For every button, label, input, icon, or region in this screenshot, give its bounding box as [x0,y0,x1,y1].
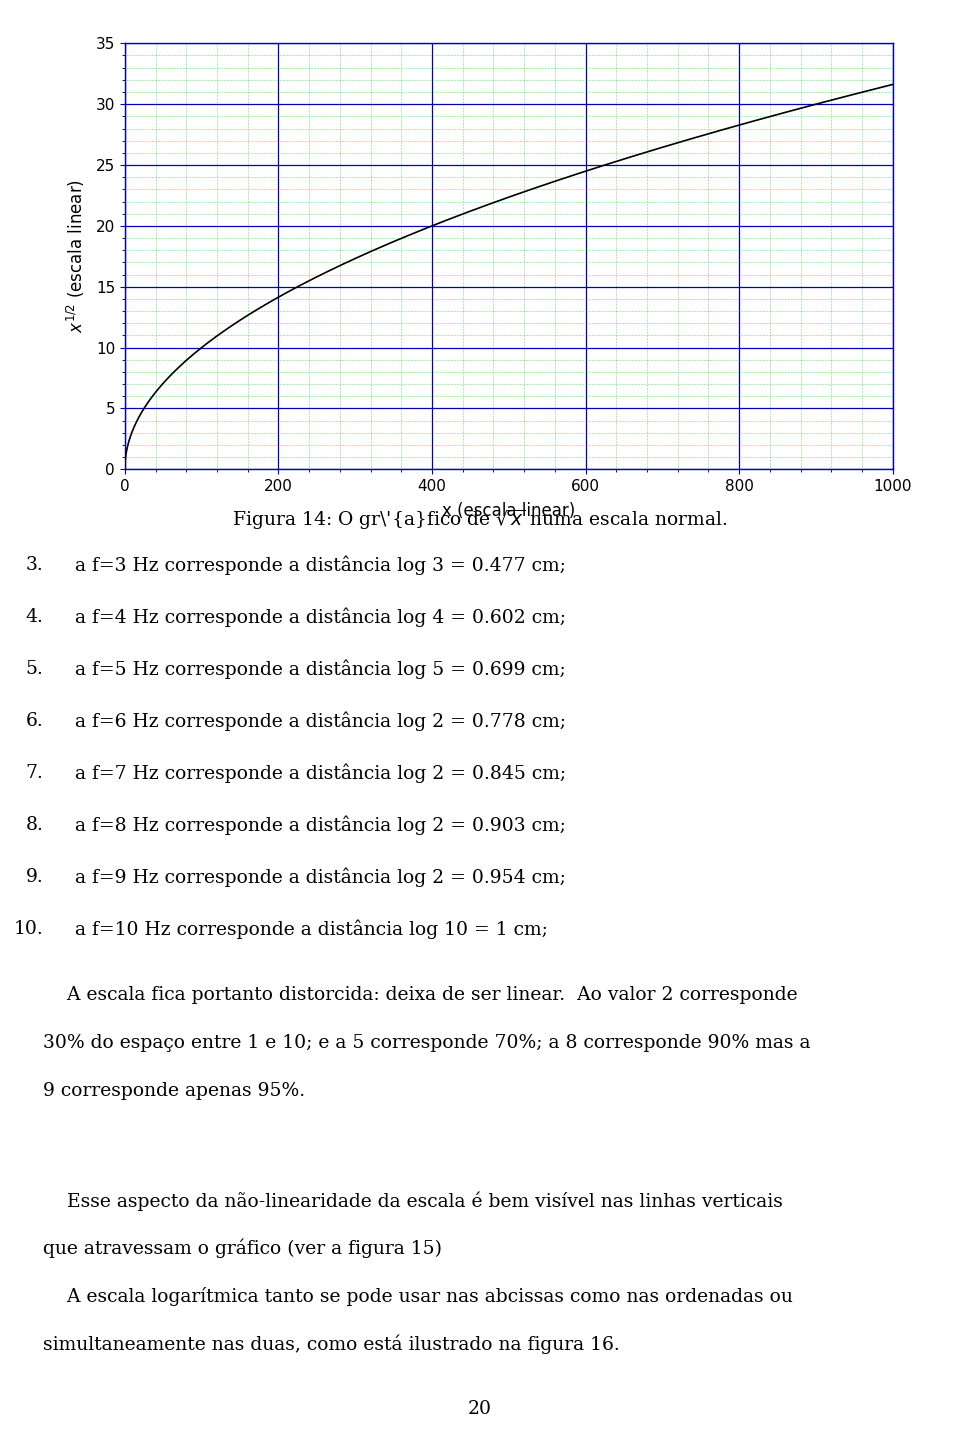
Text: 9.: 9. [26,868,43,885]
Text: Figura 14: O gr\'{a}fico de $\sqrt{x}$ numa escala normal.: Figura 14: O gr\'{a}fico de $\sqrt{x}$ n… [232,508,728,533]
Text: Esse aspecto da não-linearidade da escala é bem visível nas linhas verticais: Esse aspecto da não-linearidade da escal… [43,1191,783,1210]
Text: a f=3 Hz corresponde a distância log 3 = 0.477 cm;: a f=3 Hz corresponde a distância log 3 =… [75,556,565,576]
Text: 30% do espaço entre 1 e 10; e a 5 corresponde 70%; a 8 corresponde 90% mas a: 30% do espaço entre 1 e 10; e a 5 corres… [43,1034,810,1053]
Y-axis label: $x^{1/2}$ (escala linear): $x^{1/2}$ (escala linear) [65,179,87,334]
Text: 7.: 7. [25,764,43,781]
Text: A escala logarítmica tanto se pode usar nas abcissas como nas ordenadas ou: A escala logarítmica tanto se pode usar … [43,1287,793,1305]
Text: a f=10 Hz corresponde a distância log 10 = 1 cm;: a f=10 Hz corresponde a distância log 10… [75,920,548,940]
Text: a f=5 Hz corresponde a distância log 5 = 0.699 cm;: a f=5 Hz corresponde a distância log 5 =… [75,660,565,680]
Text: a f=8 Hz corresponde a distância log 2 = 0.903 cm;: a f=8 Hz corresponde a distância log 2 =… [75,816,565,836]
Text: a f=4 Hz corresponde a distância log 4 = 0.602 cm;: a f=4 Hz corresponde a distância log 4 =… [75,608,565,628]
Text: A escala fica portanto distorcida: deixa de ser linear.  Ao valor 2 corresponde: A escala fica portanto distorcida: deixa… [43,986,798,1004]
Text: simultaneamente nas duas, como está ilustrado na figura 16.: simultaneamente nas duas, como está ilus… [43,1334,620,1354]
Text: a f=6 Hz corresponde a distância log 2 = 0.778 cm;: a f=6 Hz corresponde a distância log 2 =… [75,712,565,732]
Text: 9 corresponde apenas 95%.: 9 corresponde apenas 95%. [43,1082,305,1100]
Text: que atravessam o gráfico (ver a figura 15): que atravessam o gráfico (ver a figura 1… [43,1239,443,1258]
Text: a f=7 Hz corresponde a distância log 2 = 0.845 cm;: a f=7 Hz corresponde a distância log 2 =… [75,764,566,784]
Text: 6.: 6. [26,712,43,729]
Text: 5.: 5. [25,660,43,677]
Text: 8.: 8. [25,816,43,833]
X-axis label: x (escala linear): x (escala linear) [443,503,575,520]
Text: 10.: 10. [13,920,43,937]
Text: 3.: 3. [26,556,43,573]
Text: a f=9 Hz corresponde a distância log 2 = 0.954 cm;: a f=9 Hz corresponde a distância log 2 =… [75,868,565,888]
Text: 4.: 4. [25,608,43,625]
Text: 20: 20 [468,1401,492,1418]
